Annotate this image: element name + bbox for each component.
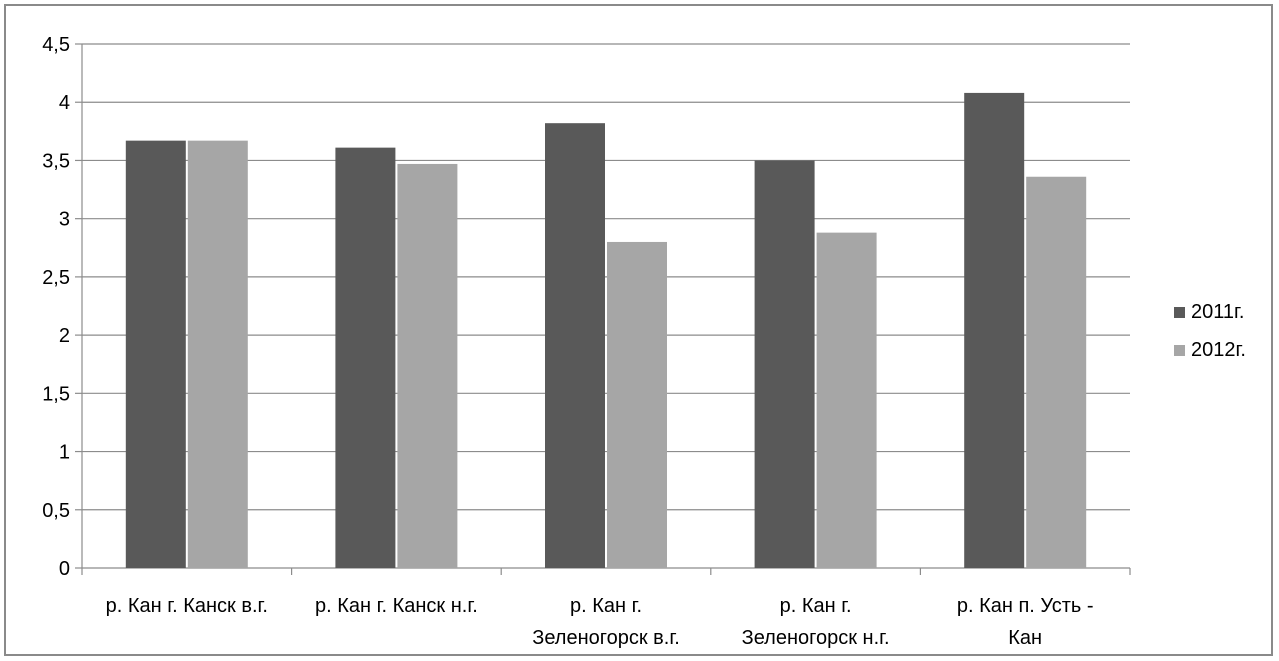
x-tick-label: р. Кан п. Усть - (957, 595, 1094, 617)
bar-2012 (816, 232, 877, 568)
bar-2011 (335, 147, 396, 568)
x-tick-label: р. Кан г. Канск н.г. (315, 595, 478, 617)
x-tick-label: Кан (1008, 627, 1042, 649)
y-tick-label: 4 (59, 92, 70, 114)
y-tick-label: 4,5 (42, 34, 70, 56)
x-tick-label: р. Кан г. (780, 595, 852, 617)
bar-2012 (397, 163, 458, 568)
y-tick-label: 2,5 (42, 267, 70, 289)
bar-2012 (607, 241, 667, 568)
bar-2011 (125, 140, 186, 568)
bar-2012 (1026, 176, 1087, 568)
y-tick-label: 1 (59, 442, 70, 464)
legend-item-2011: 2011г. (1174, 300, 1246, 324)
legend-label-2011: 2011г. (1191, 300, 1245, 323)
legend-swatch-2011 (1174, 306, 1185, 318)
y-tick-label: 0,5 (42, 500, 70, 522)
x-tick-label: р. Кан г. (570, 595, 642, 617)
x-tick-label: р. Кан г. Канск в.г. (106, 595, 268, 617)
legend-label-2012: 2012г. (1191, 338, 1246, 361)
bar-2011 (754, 160, 815, 568)
y-tick-label: 0 (59, 558, 70, 580)
x-tick-label: Зеленогорск н.г. (742, 627, 890, 649)
y-tick-label: 2 (59, 325, 70, 347)
legend-item-2012: 2012г. (1174, 338, 1246, 362)
y-tick-label: 1,5 (42, 383, 70, 405)
y-tick-label: 3,5 (42, 150, 70, 172)
bar-2012 (187, 140, 248, 568)
bar-2011 (964, 92, 1025, 568)
bar-2011 (545, 123, 605, 568)
x-tick-label: Зеленогорск в.г. (532, 627, 680, 649)
legend-swatch-2012 (1174, 344, 1185, 356)
y-tick-label: 3 (59, 209, 70, 231)
legend: 2011г. 2012г. (1174, 300, 1246, 376)
